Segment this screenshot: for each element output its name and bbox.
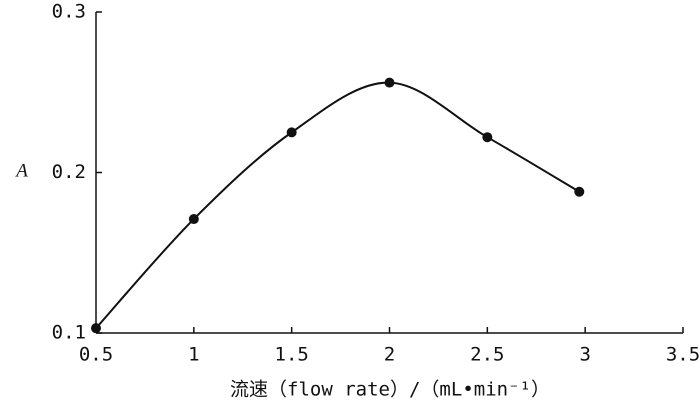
x-tick-label: 2	[384, 344, 395, 366]
y-tick-label: 0.2	[52, 161, 86, 183]
y-tick-label: 0.1	[52, 322, 86, 344]
x-tick-label: 1.5	[275, 344, 309, 366]
marker	[482, 132, 493, 143]
marker	[286, 127, 297, 138]
marker	[188, 214, 199, 225]
x-axis-label: 流速（flow rate）/（mL•min⁻¹）	[230, 379, 550, 401]
marker	[574, 186, 585, 197]
line	[95, 81, 580, 329]
x-tick-label: 0.5	[79, 344, 113, 366]
x-tick-label: 3.5	[666, 344, 700, 366]
y-axis-label: A	[14, 160, 28, 181]
x-tick-label: 3	[579, 344, 590, 366]
marker	[384, 77, 395, 88]
x-tick-label: 1	[188, 344, 199, 366]
y-tick-label: 0.3	[52, 1, 86, 23]
marker	[91, 323, 101, 334]
x-tick-label: 2.5	[470, 344, 504, 366]
